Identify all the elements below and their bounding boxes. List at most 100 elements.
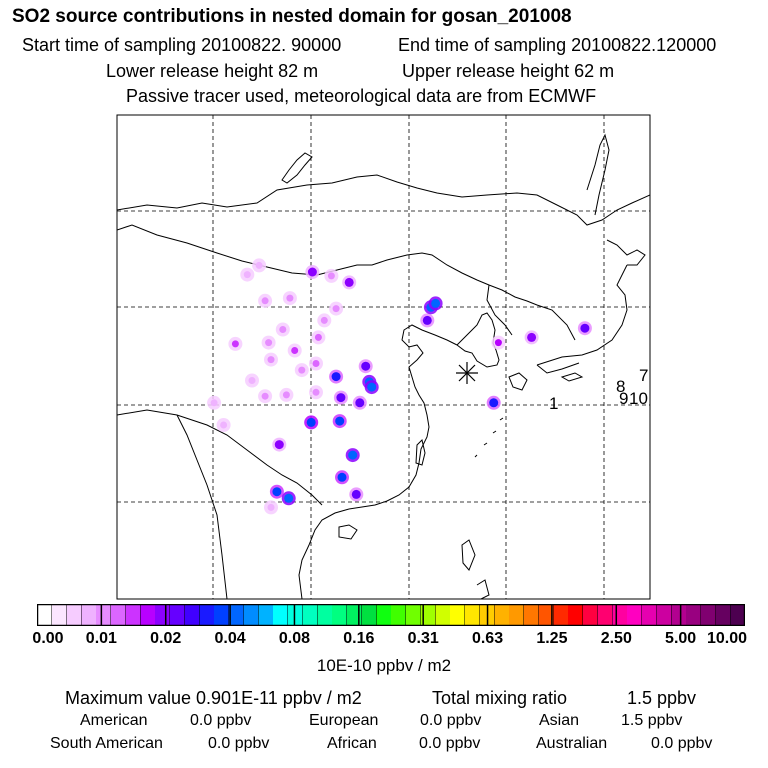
region-value: 0.0 ppbv xyxy=(419,735,481,752)
colorbar-swatch xyxy=(391,604,407,626)
plume-hotspot xyxy=(311,330,326,345)
plume-hotspot xyxy=(486,395,501,410)
region-name: African xyxy=(327,735,377,752)
colorbar-swatch xyxy=(258,604,274,626)
colorbar-swatch xyxy=(184,604,200,626)
colorbar-swatch xyxy=(302,604,318,626)
colorbar-tick-label: 0.63 xyxy=(471,630,504,647)
plume-hotspot xyxy=(269,484,284,499)
plume-hotspot xyxy=(272,437,287,452)
plume-hotspot xyxy=(258,293,273,308)
plume-hotspot xyxy=(332,414,347,429)
colorbar-swatch xyxy=(568,604,584,626)
colorbar-swatch xyxy=(509,604,525,626)
plume-hotspot xyxy=(228,336,243,351)
colorbar-swatch xyxy=(346,604,363,626)
colorbar-swatch xyxy=(228,604,245,626)
plume-hotspot xyxy=(264,352,278,367)
colorbar-swatch xyxy=(450,604,466,626)
upper-release-height: Upper release height 62 m xyxy=(402,61,615,81)
map-panel: 1 7 8 9 10 xyxy=(116,114,651,600)
colorbar-tick-label: 0.04 xyxy=(214,630,246,647)
colorbar-swatch xyxy=(612,604,628,626)
colorbar-swatch xyxy=(597,604,613,626)
start-time: Start time of sampling 20100822. 90000 xyxy=(22,35,342,55)
colorbar-swatch xyxy=(243,604,259,626)
colorbar-swatch xyxy=(140,604,156,626)
source-label-10: 10 xyxy=(629,389,648,408)
source-label-7: 7 xyxy=(639,366,648,385)
colorbar-swatch xyxy=(641,604,658,626)
plume-hotspot xyxy=(420,313,435,328)
colorbar-swatch xyxy=(464,604,481,626)
total-mixing-label: Total mixing ratio xyxy=(432,688,568,708)
plume-hotspot xyxy=(324,268,339,283)
colorbar-tick-label: 0.01 xyxy=(85,630,117,647)
plume-hotspot xyxy=(349,487,364,502)
total-mixing-value: 1.5 ppbv xyxy=(627,688,697,708)
plume-hotspot xyxy=(279,387,294,402)
colorbar-tick-label: 1.25 xyxy=(536,630,568,647)
concentration-plumes xyxy=(207,258,592,515)
colorbar-swatch xyxy=(317,604,333,626)
colorbar-tick-label: 0.00 xyxy=(32,630,64,647)
plume-hotspot xyxy=(524,330,539,345)
plume-hotspot xyxy=(364,380,379,395)
plume-hotspot xyxy=(317,313,332,328)
plume-hotspot xyxy=(329,301,344,316)
colorbar-tick-label: 5.00 xyxy=(665,630,697,647)
colorbar-swatch xyxy=(51,604,68,626)
plume-hotspot xyxy=(240,267,255,282)
colorbar-swatch xyxy=(376,604,392,626)
plume-hotspot xyxy=(252,258,267,273)
colorbar-swatch xyxy=(287,604,304,626)
colorbar-tick-label: 2.50 xyxy=(600,630,632,647)
colorbar-swatch xyxy=(361,604,377,626)
receptor-star xyxy=(456,362,478,384)
end-time: End time of sampling 20100822.120000 xyxy=(398,35,717,55)
region-value: 0.0 ppbv xyxy=(651,735,713,752)
plume-hotspot xyxy=(258,389,273,404)
plume-hotspot xyxy=(287,343,302,358)
colorbar xyxy=(37,604,745,626)
plume-hotspot xyxy=(342,275,357,290)
plume-hotspot xyxy=(261,335,276,350)
colorbar-tick-label: 0.31 xyxy=(407,630,439,647)
region-name: Asian xyxy=(539,712,580,729)
colorbar-tick-label: 10.00 xyxy=(706,630,748,647)
plume-hotspot xyxy=(281,491,296,506)
region-value: 1.5 ppbv xyxy=(621,712,683,729)
colorbar-unit: 10E-10 ppbv / m2 xyxy=(316,656,452,675)
colorbar-swatch xyxy=(656,604,672,626)
colorbar-swatch xyxy=(214,604,230,626)
colorbar-swatch xyxy=(273,604,289,626)
colorbar-swatch xyxy=(155,604,171,626)
plume-hotspot xyxy=(275,322,290,337)
region-name: Australian xyxy=(536,735,608,752)
colorbar-swatch xyxy=(553,604,569,626)
colorbar-swatch xyxy=(582,604,599,626)
maximum-value: Maximum value 0.901E-11 ppbv / m2 xyxy=(65,688,362,708)
colorbar-frame xyxy=(37,604,745,626)
colorbar-swatch xyxy=(523,604,540,626)
source-label-1: 1 xyxy=(549,394,558,413)
colorbar-swatch xyxy=(538,604,554,626)
plume-hotspot xyxy=(304,415,319,430)
tracer-note: Passive tracer used, meteorological data… xyxy=(126,86,597,106)
colorbar-swatch xyxy=(715,604,731,626)
plume-hotspot xyxy=(216,418,231,432)
colorbar-tick-label: 0.16 xyxy=(343,630,375,647)
colorbar-swatch xyxy=(110,604,127,626)
plume-hotspot xyxy=(428,296,443,311)
plot-title: SO2 source contributions in nested domai… xyxy=(12,6,572,27)
plume-hotspot xyxy=(491,335,506,350)
region-name: European xyxy=(309,712,379,729)
colorbar-swatch xyxy=(494,604,510,626)
colorbar-swatch xyxy=(37,604,53,626)
colorbar-swatch xyxy=(66,604,82,626)
source-label-9: 9 xyxy=(619,389,628,408)
region-value: 0.0 ppbv xyxy=(208,735,270,752)
colorbar-swatch xyxy=(199,604,215,626)
plume-hotspot xyxy=(264,500,278,515)
colorbar-swatch xyxy=(420,604,436,626)
